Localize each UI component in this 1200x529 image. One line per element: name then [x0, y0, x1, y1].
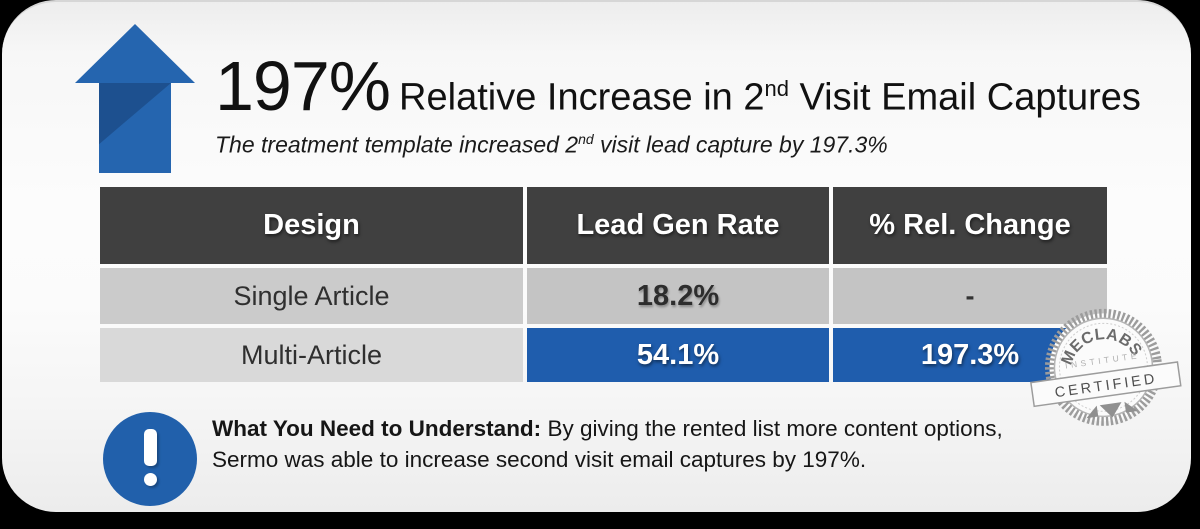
takeaway-text: What You Need to Understand: By giving t… — [212, 414, 1057, 475]
title-post: Visit Email Captures — [788, 77, 1141, 119]
column-header-design: Design — [100, 187, 523, 264]
badge-triangles-logo-icon — [1086, 401, 1138, 419]
subtitle: The treatment template increased 2nd vis… — [215, 131, 1175, 159]
exclamation-icon — [103, 412, 197, 506]
row-single-article-design: Single Article — [100, 268, 523, 324]
subtitle-superscript: nd — [578, 130, 594, 147]
takeaway-lead-in: What You Need to Understand: — [212, 416, 542, 441]
title-superscript: nd — [764, 76, 789, 102]
column-header-rel-change: % Rel. Change — [833, 187, 1107, 264]
row-single-article-rel-change: - — [833, 268, 1107, 324]
up-arrow-icon — [75, 24, 195, 173]
takeaway-body: By giving the rented list more content o… — [212, 416, 1003, 472]
subtitle-post: visit lead capture by 197.3% — [593, 131, 888, 158]
up-arrow-stem — [99, 83, 171, 173]
exclamation-dot — [143, 473, 157, 486]
up-arrow-head — [75, 24, 195, 83]
title-text: Relative Increase in 2nd Visit Email Cap… — [399, 76, 1141, 120]
slide-card: 197% Relative Increase in 2nd Visit Emai… — [2, 0, 1191, 512]
stat-value: 197% — [215, 47, 391, 125]
headline-block: 197% Relative Increase in 2nd Visit Emai… — [215, 47, 1175, 159]
row-multi-article-lead-gen-rate: 54.1% — [527, 328, 829, 382]
row-multi-article-design: Multi-Article — [100, 328, 523, 382]
meclabs-certified-badge-icon: MECLABS INSTITUTE CERTIFIED — [1030, 308, 1182, 426]
exclamation-bar — [143, 429, 157, 466]
title-pre: Relative Increase in 2 — [399, 77, 765, 119]
row-single-article-lead-gen-rate: 18.2% — [527, 268, 829, 324]
column-header-lead-gen-rate: Lead Gen Rate — [527, 187, 829, 264]
page-title: 197% Relative Increase in 2nd Visit Emai… — [215, 47, 1175, 125]
results-table: Design Lead Gen Rate % Rel. Change Singl… — [100, 187, 1107, 382]
subtitle-pre: The treatment template increased 2 — [215, 131, 579, 158]
